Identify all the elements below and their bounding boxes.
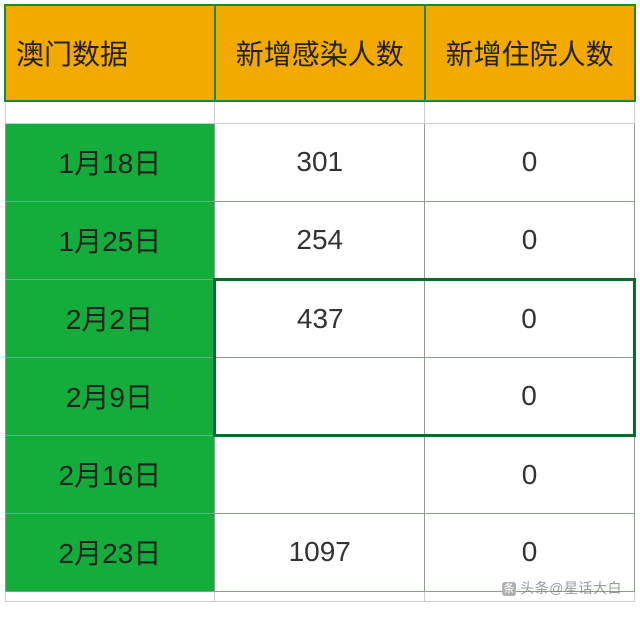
cell-hospitalized[interactable]: 0	[425, 357, 635, 435]
cell-hospitalized[interactable]: 0	[425, 435, 635, 513]
cell-infections[interactable]: 437	[215, 279, 425, 357]
cell-hospitalized[interactable]: 0	[425, 201, 635, 279]
watermark-text: @星话大白	[549, 580, 622, 596]
cell-hospitalized[interactable]: 0	[425, 279, 635, 357]
cell-date[interactable]: 2月2日	[5, 279, 215, 357]
cell-date[interactable]: 1月25日	[5, 201, 215, 279]
table-row: 2月2日 437 0	[5, 279, 635, 357]
cell-date[interactable]: 2月23日	[5, 513, 215, 591]
cell-infections[interactable]: 301	[215, 123, 425, 201]
cell-date[interactable]: 1月18日	[5, 123, 215, 201]
header-row: 澳门数据 新增感染人数 新增住院人数	[5, 5, 635, 101]
table-row: 1月25日 254 0	[5, 201, 635, 279]
table-row: 2月16日 0	[5, 435, 635, 513]
cell-infections[interactable]: 254	[215, 201, 425, 279]
watermark-icon: 条	[502, 582, 516, 596]
header-hospitalized: 新增住院人数	[425, 5, 635, 101]
header-date: 澳门数据	[5, 5, 215, 101]
cell-infections[interactable]: 1097	[215, 513, 425, 591]
header-infections: 新增感染人数	[215, 5, 425, 101]
watermark-prefix: 头条	[520, 580, 549, 596]
watermark: 条头条@星话大白	[502, 578, 622, 598]
cell-date[interactable]: 2月16日	[5, 435, 215, 513]
cell-hospitalized[interactable]: 0	[425, 123, 635, 201]
cell-infections[interactable]	[215, 357, 425, 435]
table-row: 2月9日 0	[5, 357, 635, 435]
cell-date[interactable]: 2月9日	[5, 357, 215, 435]
cell-infections[interactable]	[215, 435, 425, 513]
spacer-row	[5, 101, 635, 123]
table-row: 1月18日 301 0	[5, 123, 635, 201]
table-container: 澳门数据 新增感染人数 新增住院人数 1月18日 301 0 1月25日 254…	[0, 0, 640, 612]
data-table: 澳门数据 新增感染人数 新增住院人数 1月18日 301 0 1月25日 254…	[4, 4, 636, 602]
